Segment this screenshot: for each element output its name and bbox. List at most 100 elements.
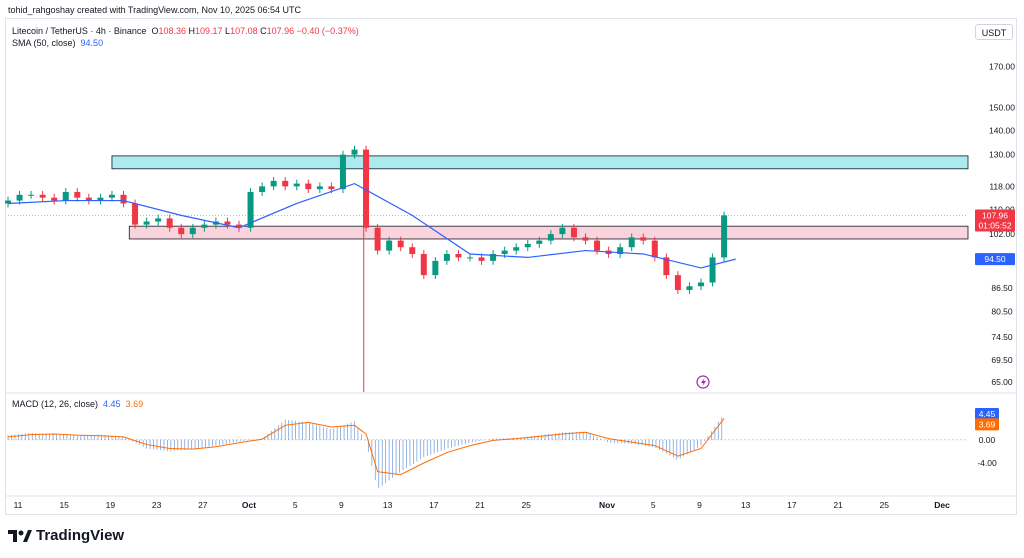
- x-tick-label: 25: [880, 500, 890, 510]
- symbol-name[interactable]: Litecoin / TetherUS · 4h · Binance: [12, 26, 147, 36]
- candle: [201, 224, 208, 228]
- candle: [432, 260, 439, 276]
- symbol-legend[interactable]: Litecoin / TetherUS · 4h · Binance O108.…: [12, 26, 359, 36]
- x-tick-label: 9: [339, 500, 344, 510]
- x-tick-label: 15: [59, 500, 69, 510]
- macd-legend[interactable]: MACD (12, 26, close) 4.45 3.69: [12, 399, 143, 409]
- macd-tick-label: 0.00: [979, 435, 996, 445]
- candle: [62, 191, 69, 201]
- x-tick-label: 23: [152, 500, 162, 510]
- candle: [5, 200, 11, 204]
- candle: [351, 149, 358, 155]
- candle: [108, 194, 115, 198]
- candle: [559, 227, 566, 235]
- candle: [628, 237, 635, 248]
- y-tick-label: 110.00: [989, 204, 1015, 214]
- x-tick-label: 19: [106, 500, 116, 510]
- candle: [455, 253, 462, 258]
- macd-label: MACD (12, 26, close): [12, 399, 99, 409]
- axis-layer: 170.00150.00140.00130.00118.00110.00102.…: [14, 62, 1016, 510]
- tradingview-logo-icon: [8, 529, 32, 542]
- open-label: O: [151, 26, 159, 36]
- resistance-zone: [111, 155, 969, 170]
- currency-button[interactable]: USDT: [975, 24, 1013, 40]
- candle: [305, 183, 312, 190]
- candle: [524, 243, 531, 248]
- close-label: C: [260, 26, 267, 36]
- macd-tag: [975, 418, 999, 431]
- candle: [282, 180, 289, 187]
- x-tick-label: 13: [741, 500, 751, 510]
- sma-line: [7, 182, 736, 269]
- candle: [132, 203, 139, 225]
- candle: [547, 234, 554, 241]
- candle: [674, 275, 681, 291]
- y-tick-label: 65.00: [991, 377, 1013, 387]
- y-tick-label: 80.50: [991, 307, 1013, 317]
- price-tag-label: 107.96: [982, 211, 1008, 221]
- macd-tag-label: 3.69: [979, 419, 996, 429]
- candle-layer: [5, 145, 728, 392]
- open-value: 108.36: [158, 26, 186, 36]
- candle: [594, 240, 601, 251]
- candle: [189, 227, 196, 235]
- high-label: H: [188, 26, 196, 36]
- x-tick-label: 13: [383, 500, 393, 510]
- candle: [570, 227, 577, 238]
- x-tick-label: 9: [697, 500, 702, 510]
- price-chart[interactable]: 170.00150.00140.00130.00118.00110.00102.…: [0, 0, 1024, 520]
- y-tick-label: 150.00: [989, 103, 1015, 113]
- sma-tag: [975, 253, 1015, 266]
- candle: [698, 282, 704, 287]
- candle: [120, 194, 127, 204]
- candle: [16, 194, 23, 201]
- y-tick-label: 102.00: [989, 229, 1015, 239]
- y-tick-label: 140.00: [989, 125, 1015, 135]
- candle: [328, 186, 335, 190]
- sma-tag-label: 94.50: [984, 254, 1006, 264]
- x-tick-label: 27: [198, 500, 208, 510]
- brand-logo[interactable]: TradingView: [8, 527, 124, 544]
- candle: [374, 227, 381, 251]
- x-tick-label: 25: [521, 500, 531, 510]
- low-label: L: [225, 26, 231, 36]
- x-tick-label: 5: [651, 500, 656, 510]
- sma-label: SMA (50, close): [12, 38, 76, 48]
- candle: [166, 218, 173, 228]
- change-value: −0.40 (−0.37%): [296, 26, 359, 36]
- macd-tick-label: -4.00: [977, 458, 997, 468]
- candle: [663, 257, 670, 276]
- lightning-icon[interactable]: [696, 375, 710, 389]
- candle: [709, 257, 716, 283]
- candle: [293, 183, 300, 187]
- x-tick-label: 5: [293, 500, 298, 510]
- candle: [51, 197, 58, 201]
- sma-layer: [7, 182, 736, 269]
- x-tick-label: 21: [475, 500, 485, 510]
- candle: [467, 257, 473, 259]
- candle: [155, 218, 162, 222]
- candle: [651, 240, 658, 258]
- close-value: 107.96: [266, 26, 295, 36]
- y-tick-label: 69.50: [991, 355, 1013, 365]
- candle: [28, 194, 35, 196]
- candle: [640, 237, 647, 241]
- y-tick-label: 130.00: [989, 150, 1015, 160]
- sma-value: 94.50: [80, 38, 104, 48]
- sma-legend[interactable]: SMA (50, close) 94.50: [12, 38, 103, 48]
- price-tag-timer: 01:05:52: [978, 221, 1011, 231]
- x-tick-label: Nov: [599, 500, 615, 510]
- candle: [143, 221, 150, 225]
- candle: [224, 221, 231, 225]
- macd-layer: [7, 417, 968, 489]
- candle: [513, 247, 520, 251]
- candle: [536, 240, 543, 244]
- candle: [39, 194, 46, 198]
- macd-tag: [975, 407, 999, 420]
- macd-signal-line: [7, 418, 725, 476]
- x-tick-label: 17: [787, 500, 797, 510]
- x-tick-label: 11: [14, 500, 23, 510]
- candle: [386, 240, 393, 251]
- attribution: tohid_rahgoshay created with TradingView…: [8, 5, 302, 15]
